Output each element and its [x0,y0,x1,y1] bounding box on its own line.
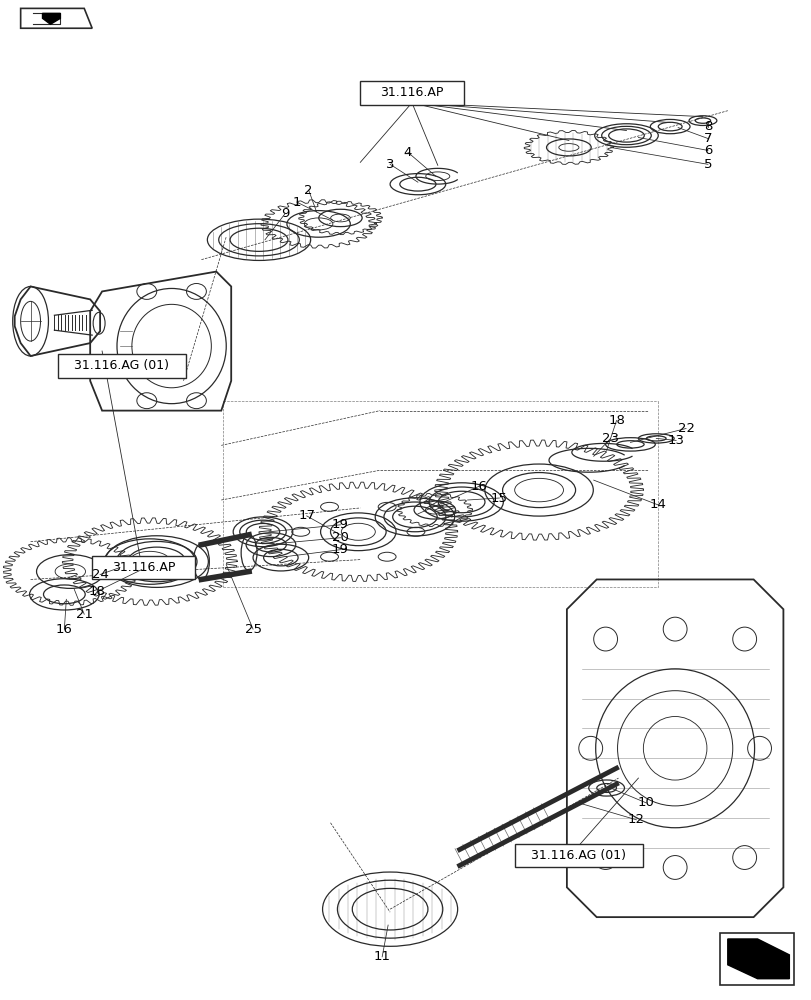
Text: 19: 19 [332,543,349,556]
Text: 4: 4 [403,146,412,159]
Text: 20: 20 [332,531,349,544]
Text: 31.116.AG (01): 31.116.AG (01) [530,849,625,862]
Text: 31.116.AP: 31.116.AP [380,86,443,99]
Text: 5: 5 [703,158,711,171]
Text: 23: 23 [601,432,618,445]
Polygon shape [42,13,60,24]
Polygon shape [727,939,788,979]
Text: 8: 8 [703,120,711,133]
Text: 13: 13 [667,434,684,447]
Text: 16: 16 [470,480,487,493]
Text: 31.116.AP: 31.116.AP [112,561,175,574]
Text: 25: 25 [244,623,261,636]
Text: 14: 14 [649,498,666,511]
Text: 3: 3 [385,158,394,171]
Text: 21: 21 [75,608,92,621]
Text: 1: 1 [292,196,301,209]
Text: 18: 18 [88,585,105,598]
Text: 17: 17 [298,509,315,522]
Text: 2: 2 [304,184,312,197]
Text: 19: 19 [332,518,349,531]
Text: 15: 15 [491,492,507,505]
Text: 10: 10 [637,796,654,809]
Text: 24: 24 [92,568,109,581]
Text: 9: 9 [281,207,289,220]
Bar [719,933,793,985]
Text: 6: 6 [703,144,711,157]
FancyBboxPatch shape [514,844,642,867]
FancyBboxPatch shape [360,81,463,105]
Text: 31.116.AG (01): 31.116.AG (01) [75,359,169,372]
Text: 11: 11 [373,950,390,963]
Text: 22: 22 [676,422,693,435]
FancyBboxPatch shape [58,354,186,378]
Text: 16: 16 [56,623,73,636]
Text: 18: 18 [607,414,624,427]
Text: 7: 7 [703,132,711,145]
FancyBboxPatch shape [92,556,195,579]
Text: 12: 12 [627,813,644,826]
